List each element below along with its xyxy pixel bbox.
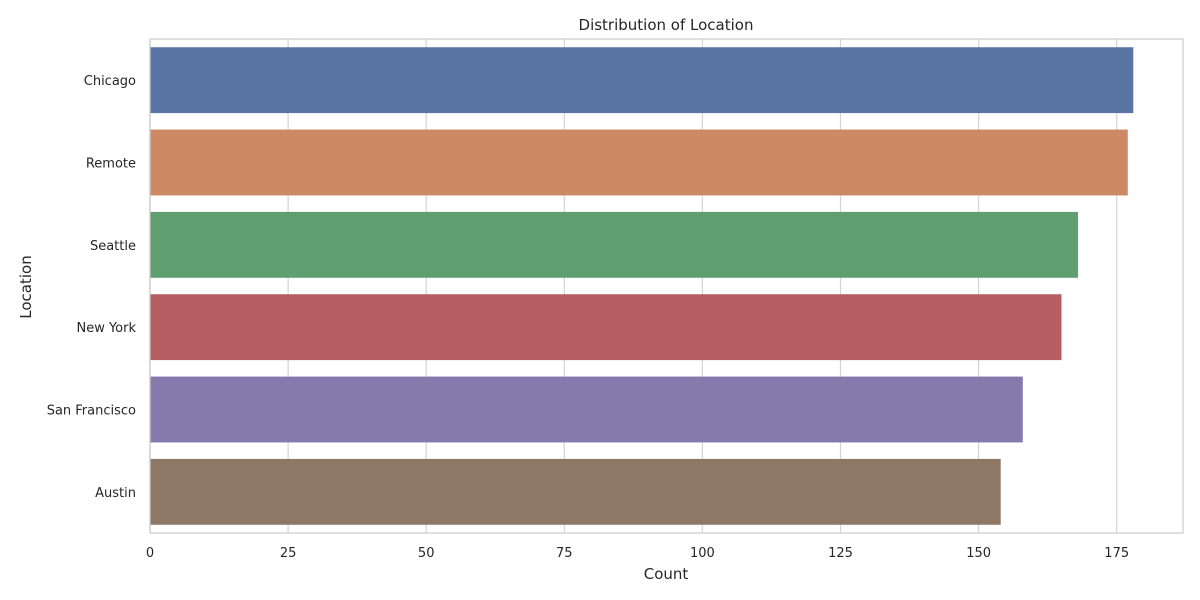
- x-tick-label: 125: [828, 546, 853, 561]
- x-tick-label: 50: [418, 546, 435, 561]
- bar-chicago: [150, 47, 1134, 114]
- x-tick-label: 175: [1104, 546, 1129, 561]
- gridlines: [149, 39, 1118, 533]
- y-tick-label: San Francisco: [47, 404, 136, 419]
- bar-remote: [150, 129, 1128, 196]
- y-tick-label: Austin: [95, 486, 136, 501]
- x-tick-label: 150: [966, 546, 991, 561]
- bar-san-francisco: [150, 376, 1023, 443]
- x-tick-label: 100: [690, 546, 715, 561]
- x-tick-label: 75: [556, 546, 573, 561]
- y-axis-label: Location: [17, 255, 35, 318]
- x-tick-label: 0: [146, 546, 154, 561]
- y-tick-label: Remote: [86, 157, 136, 172]
- bar-seattle: [150, 211, 1079, 278]
- bars: [150, 47, 1134, 525]
- bar-austin: [150, 458, 1001, 525]
- chart-title: Distribution of Location: [579, 16, 754, 34]
- y-tick-label: Seattle: [90, 239, 136, 254]
- tick-labels: 0 25 50 75 100 125 150 175 Chicago Remote Seattle N…: [47, 74, 1129, 561]
- y-tick-label: New York: [76, 321, 136, 336]
- y-tick-label: Chicago: [84, 74, 136, 89]
- bar-new-york: [150, 294, 1062, 361]
- x-tick-label: 25: [280, 546, 297, 561]
- plot-frame: [149, 38, 1184, 534]
- x-axis-label: Count: [644, 565, 689, 583]
